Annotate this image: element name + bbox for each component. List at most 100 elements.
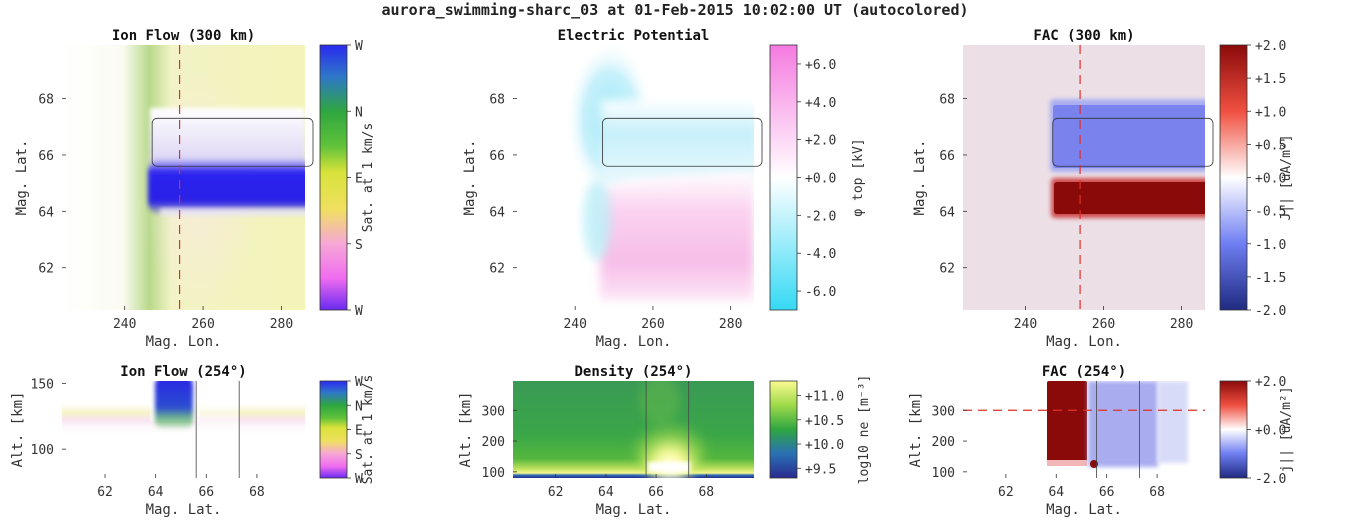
y-tick-label: 64: [489, 205, 505, 220]
y-tick-label: 100: [482, 466, 505, 481]
y-axis-label: Mag. Lat.: [462, 140, 478, 216]
x-tick-label: 64: [148, 485, 164, 500]
chart-title: Density (254°): [574, 364, 692, 380]
ion-flow-heatmap: [62, 45, 305, 310]
y-tick-label: 66: [38, 149, 54, 164]
x-tick-label: 260: [1092, 317, 1115, 332]
x-tick-label: 64: [598, 485, 614, 500]
colorbar: [769, 44, 798, 311]
x-tick-label: 260: [191, 317, 214, 332]
colorbar-tick-label: +10.5: [805, 414, 844, 429]
y-tick-label: 68: [38, 93, 54, 108]
colorbar-tick-label: -2.0: [1255, 304, 1286, 319]
axes-density_cut: Density (254°) 62 64 66 68 100 200 300 Mag. Lat.…: [458, 364, 872, 518]
axes-ion_flow_cut: Ion Flow (254°) 62 64 66 68 100 150 Mag. Lat. Al…: [10, 364, 376, 518]
colorbar-label: J|| [uA/m²]: [1279, 134, 1294, 220]
y-axis-label: Alt. [km]: [10, 392, 26, 468]
chart-title: Ion Flow (300 km): [112, 28, 255, 44]
y-tick-label: 150: [31, 378, 54, 393]
colorbar-tick-label: +0.0: [1255, 424, 1286, 439]
arc-boundary: [1052, 117, 1214, 167]
colorbar-tick-label: -0.5: [1255, 205, 1286, 220]
x-axis-label: Mag. Lat.: [1046, 502, 1122, 518]
chart-title: FAC (254°): [1042, 364, 1126, 380]
x-axis-label: Mag. Lat.: [596, 502, 672, 518]
x-tick-label: 62: [97, 485, 113, 500]
y-tick-label: 66: [489, 149, 505, 164]
x-tick-label: 240: [1014, 317, 1037, 332]
panel-ion-flow-254: [62, 381, 305, 478]
x-tick-label: 62: [998, 485, 1014, 500]
colorbar-tick-label: +2.0: [1255, 39, 1286, 54]
colorbar-label: j|| [uA/m²]: [1279, 386, 1294, 472]
panel-fac-300km: [963, 45, 1214, 310]
colorbar: [319, 44, 348, 311]
arc-boundary: [151, 117, 314, 167]
arc-boundary: [602, 117, 763, 167]
y-tick-label: 66: [939, 149, 955, 164]
colorbar-tick-label: -6.0: [805, 285, 836, 300]
fac-cut-heatmap: [963, 381, 1205, 478]
y-axis-label: Alt. [km]: [908, 392, 924, 468]
y-tick-label: 200: [932, 435, 955, 450]
chart-title: Electric Potential: [558, 28, 710, 44]
colorbar-tick-label: +2.0: [805, 134, 836, 149]
density-heatmap: [513, 381, 754, 478]
figure-title: aurora_swimming-sharc_03 at 01-Feb-2015 …: [381, 1, 969, 19]
y-tick-label: 64: [939, 205, 955, 220]
chart-title: Ion Flow (254°): [120, 364, 246, 380]
colorbar-tick-label: N: [355, 105, 363, 120]
colorbar-tick-label: -4.0: [805, 247, 836, 262]
colorbar-tick-label: +0.0: [1255, 172, 1286, 187]
x-tick-label: 64: [1048, 485, 1064, 500]
colorbar-tick-label: -2.0: [1255, 472, 1286, 487]
colorbar-tick-label: +6.0: [805, 58, 836, 73]
panel-density-254: [513, 381, 754, 478]
colorbar: [769, 380, 798, 479]
x-tick-label: 280: [270, 317, 293, 332]
colorbar-tick-label: W: [355, 304, 363, 319]
colorbar-tick-label: +1.0: [1255, 105, 1286, 120]
colorbar-tick-label: +1.5: [1255, 72, 1286, 87]
colorbar-tick-label: W: [355, 375, 363, 390]
y-tick-label: 68: [489, 93, 505, 108]
y-tick-label: 64: [38, 205, 54, 220]
x-axis-label: Mag. Lat.: [146, 502, 222, 518]
colorbar-tick-label: -2.0: [805, 209, 836, 224]
colorbar: [1219, 380, 1248, 479]
chart-title: FAC (300 km): [1033, 28, 1134, 44]
x-tick-label: 62: [548, 485, 564, 500]
colorbar-tick-label: S: [355, 448, 363, 463]
colorbar-tick-label: +0.5: [1255, 138, 1286, 153]
x-axis-label: Mag. Lon.: [146, 334, 222, 350]
colorbar-tick-label: +11.0: [805, 390, 844, 405]
potential-heatmap: [513, 45, 754, 310]
x-axis-label: Mag. Lon.: [596, 334, 672, 350]
x-tick-label: 68: [1149, 485, 1165, 500]
colorbar-tick-label: -1.5: [1255, 271, 1286, 286]
x-tick-label: 280: [719, 317, 742, 332]
y-tick-label: 62: [38, 262, 54, 277]
colorbar-tick-label: W: [355, 472, 363, 487]
axes-fac_top: FAC (300 km) 240 260 280 62 64 66 68 Mag. Lon. Ma…: [912, 28, 1294, 350]
colorbar-tick-label: E: [355, 172, 363, 187]
colorbar-tick-label: +10.0: [805, 438, 844, 453]
colorbar-label: φ top [kV]: [851, 138, 866, 216]
colorbar-label: log10 ne [m⁻³]: [857, 375, 872, 485]
x-tick-label: 240: [113, 317, 136, 332]
panel-fac-254: [963, 381, 1205, 478]
x-axis-label: Mag. Lon.: [1046, 334, 1122, 350]
y-tick-label: 100: [932, 466, 955, 481]
x-tick-label: 240: [563, 317, 586, 332]
axes-ion_flow_top: Ion Flow (300 km) 240 260 280 62 64 66 68 Mag. L…: [14, 28, 376, 350]
x-tick-label: 280: [1170, 317, 1193, 332]
y-axis-label: Mag. Lat.: [912, 140, 928, 216]
colorbar: [1219, 44, 1248, 311]
y-tick-label: 300: [932, 404, 955, 419]
colorbar-tick-label: +0.0: [805, 172, 836, 187]
ion-flow-cut-heatmap: [62, 381, 305, 478]
axes-fac_cut: FAC (254°) 62 64 66 68 100 200 300 Mag. Lat. Alt.…: [908, 364, 1294, 518]
y-axis-label: Alt. [km]: [458, 392, 474, 468]
colorbar-tick-label: W: [355, 39, 363, 54]
